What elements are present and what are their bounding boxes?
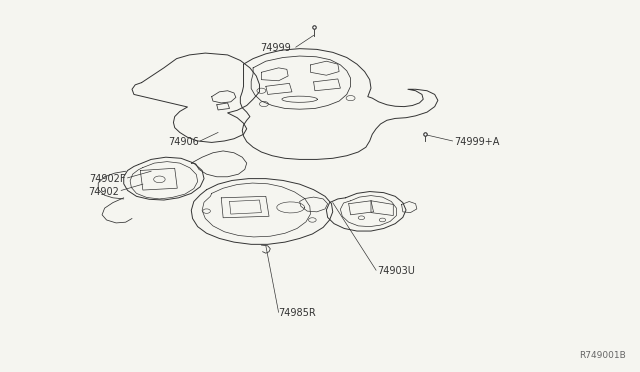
Text: 74985R: 74985R	[278, 308, 316, 318]
Text: 74902: 74902	[88, 186, 119, 196]
Text: 74906: 74906	[168, 137, 199, 147]
Text: 74903U: 74903U	[378, 266, 415, 276]
Text: 74902F: 74902F	[89, 174, 125, 184]
Text: R749001B: R749001B	[579, 350, 626, 359]
Text: 74999: 74999	[260, 42, 291, 52]
Text: 74999+A: 74999+A	[454, 137, 499, 147]
